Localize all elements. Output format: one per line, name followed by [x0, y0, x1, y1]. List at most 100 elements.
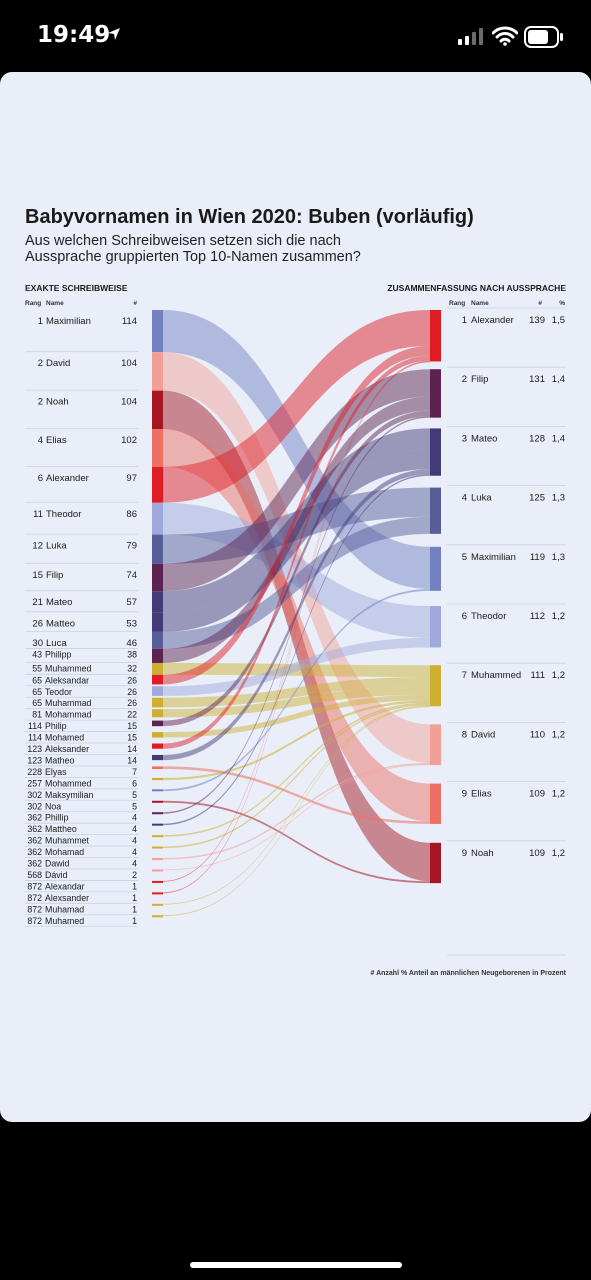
left-node-elias	[152, 429, 163, 467]
right-name-label: David	[471, 729, 495, 740]
right-node-elias	[430, 783, 441, 824]
right-name-label: Luka	[471, 493, 492, 504]
left-name-label: David	[46, 358, 70, 369]
right-node-luka	[430, 487, 441, 534]
left-col-rank: Rang	[25, 300, 41, 307]
right-pct-label: 1,3	[552, 552, 565, 563]
left-count-label: 6	[132, 778, 137, 788]
left-rank-label: 302	[27, 801, 42, 811]
left-node-luka	[152, 534, 163, 564]
right-count-label: 111	[531, 670, 545, 681]
left-node-muhamad	[152, 903, 163, 906]
left-count-label: 22	[127, 710, 137, 720]
left-node-luca	[152, 631, 163, 649]
left-count-label: 79	[126, 541, 137, 552]
left-node-mohammad	[152, 709, 163, 718]
left-name-label: Alexandar	[45, 881, 85, 891]
right-rank-label: 1	[462, 315, 467, 326]
flow-mohamad-to-muhammed	[163, 704, 430, 849]
left-name-label: Luka	[46, 541, 67, 552]
left-node-mohammed	[152, 777, 163, 781]
left-name-label: Alexsander	[45, 893, 89, 903]
flow-alexsander-to-alexander	[163, 361, 430, 894]
right-pct-label: 1,3	[552, 493, 565, 504]
home-indicator[interactable]	[190, 1262, 402, 1268]
flow-philip-to-filip	[163, 410, 430, 727]
right-name-label: Filip	[471, 374, 488, 385]
left-count-label: 2	[132, 870, 137, 880]
left-count-label: 46	[126, 638, 137, 649]
left-count-label: 15	[127, 733, 137, 743]
left-count-label: 57	[126, 597, 137, 608]
flow-aleksander-to-alexander	[163, 355, 430, 749]
left-name-label: Matteo	[46, 618, 75, 629]
left-node-david	[152, 352, 163, 391]
left-node-maksymilian	[152, 789, 163, 792]
right-pct-label: 1,2	[552, 611, 565, 622]
left-rank-label: 65	[32, 675, 42, 685]
left-name-label: Aleksandar	[45, 675, 89, 685]
left-rank-label: 123	[27, 744, 42, 754]
left-node-noah	[152, 390, 163, 430]
right-col-pct: %	[559, 300, 565, 307]
left-node-muhamed	[152, 915, 163, 918]
left-name-label: Philip	[45, 721, 67, 731]
battery-icon	[524, 26, 563, 48]
right-pct-label: 1,4	[552, 374, 565, 385]
right-header: ZUSAMMENFASSUNG NACH AUSSPRACHE	[387, 283, 566, 293]
left-node-philip	[152, 720, 163, 727]
flow-phillip-to-filip	[163, 416, 430, 814]
flow-luka-to-luka	[163, 487, 430, 564]
left-name-label: Noa	[45, 801, 61, 811]
left-rank-label: 362	[27, 813, 42, 823]
flow-mattheo-to-mateo	[163, 474, 430, 826]
left-count-label: 1	[132, 904, 137, 914]
flow-mohammed-to-muhammed	[163, 700, 430, 781]
left-name-label: Alexander	[46, 473, 89, 484]
left-count-label: 4	[132, 847, 137, 857]
left-count-label: 74	[126, 570, 137, 581]
left-node-mattheo	[152, 823, 163, 826]
flow-matteo-to-mateo	[163, 449, 430, 632]
left-count-label: 86	[126, 509, 137, 520]
left-rank-label: 2	[38, 358, 43, 369]
left-count-label: 4	[132, 813, 137, 823]
left-node-theodor	[152, 502, 163, 535]
right-pct-label: 1,2	[552, 848, 565, 859]
left-count-label: 5	[132, 790, 137, 800]
status-time: 19:49	[37, 22, 111, 48]
right-count-label: 110	[530, 729, 545, 740]
left-node-muhammad	[152, 697, 163, 708]
chart-title: Babyvornamen in Wien 2020: Buben (vorläu…	[25, 206, 474, 228]
left-rank-label: 4	[38, 435, 43, 446]
left-node-alexandar	[152, 880, 163, 883]
right-count-label: 112	[530, 611, 545, 622]
cellular-signal-icon	[458, 28, 483, 45]
left-name-label: Elyas	[45, 767, 67, 777]
right-col-rank: Rang	[449, 300, 465, 307]
flow-elias-to-elias	[163, 429, 430, 822]
left-count-label: 26	[127, 687, 137, 697]
right-col-count: #	[538, 300, 542, 307]
flow-elyas-to-elias	[163, 766, 430, 824]
right-rank-label: 9	[462, 848, 467, 859]
left-node-philipp	[152, 648, 163, 663]
chart-subtitle-line-2: Aussprache gruppierten Top 10-Namen zusa…	[25, 249, 361, 265]
left-name-label: Muhamed	[45, 916, 84, 926]
left-name-label: Mohammed	[45, 778, 92, 788]
sankey-chart: Babyvornamen in Wien 2020: Buben (vorläu…	[25, 206, 567, 977]
right-name-label: Mateo	[471, 433, 497, 444]
flow-muhamad-to-muhammed	[163, 705, 430, 905]
right-node-david	[430, 724, 441, 766]
left-rank-label: 26	[32, 618, 43, 629]
right-name-label: Theodor	[471, 611, 506, 622]
right-count-label: 109	[529, 789, 545, 800]
left-node-dawid	[152, 858, 163, 861]
flow-muhamed-to-muhammed	[163, 706, 430, 917]
left-rank-label: 114	[28, 733, 42, 743]
left-name-label: Phillip	[45, 813, 69, 823]
left-node-muhammet	[152, 835, 163, 838]
left-rank-label: 30	[32, 638, 43, 649]
flow-filip-to-filip	[163, 369, 430, 592]
flow-alexandar-to-alexander	[163, 360, 430, 882]
